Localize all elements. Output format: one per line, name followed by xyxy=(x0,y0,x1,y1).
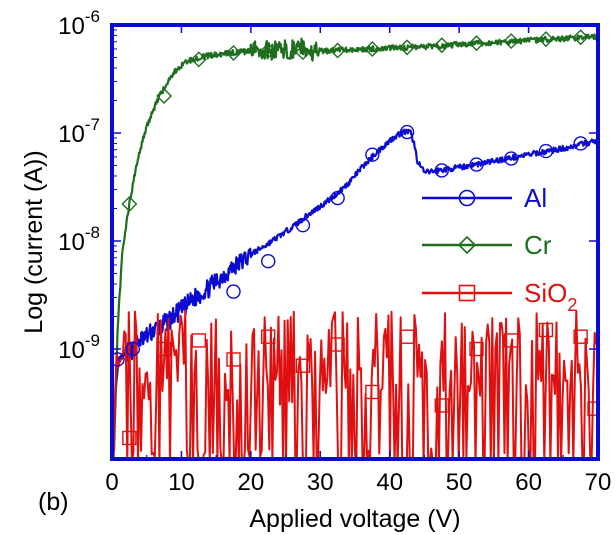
data-point-sio-0 xyxy=(122,430,137,446)
data-point-sio-2 xyxy=(191,333,206,348)
x-axis-label: Applied voltage (V) xyxy=(249,505,460,533)
data-point-al-8 xyxy=(434,163,449,178)
data-point-cr-12 xyxy=(537,31,554,48)
data-point-sio-1 xyxy=(156,341,172,357)
data-point-al-10 xyxy=(504,151,519,166)
panel-label: (b) xyxy=(38,488,69,516)
x-tick-label-3: 30 xyxy=(307,469,334,496)
y-axis-label: Log (current (A)) xyxy=(20,150,48,333)
data-point-cr-4 xyxy=(260,42,277,59)
data-point-al-11 xyxy=(538,143,554,159)
data-point-al-3 xyxy=(261,254,276,269)
data-point-sio-6 xyxy=(330,337,345,352)
x-tick-label-6: 60 xyxy=(515,469,542,496)
data-point-sio-13 xyxy=(573,329,588,344)
data-point-al-7 xyxy=(399,124,415,140)
data-point-sio-11 xyxy=(504,333,519,348)
data-point-al-6 xyxy=(365,147,380,162)
x-tick-label-7: 70 xyxy=(585,469,612,496)
data-point-cr-13 xyxy=(572,29,589,46)
data-point-cr-6 xyxy=(329,42,346,59)
data-point-sio-12 xyxy=(538,322,554,338)
data-point-al-5 xyxy=(330,190,345,206)
x-axis-ticks: 0 10 20 30 40 50 60 70 xyxy=(105,25,611,496)
x-tick-label-0: 0 xyxy=(105,469,118,496)
legend: Al Cr SiO2 xyxy=(422,183,577,315)
marker-layer xyxy=(112,29,598,446)
data-point-sio-10 xyxy=(469,341,484,357)
y-axis-ticks: 10-6 10-7 10-8 10-9 xyxy=(58,7,598,364)
y-tick-label-0: 10-6 xyxy=(58,7,100,40)
x-tick-label-5: 50 xyxy=(446,469,473,496)
x-tick-label-2: 20 xyxy=(238,469,265,496)
data-point-cr-8 xyxy=(399,39,416,56)
data-point-cr-1 xyxy=(156,88,173,105)
data-point-al-9 xyxy=(469,157,484,172)
data-point-cr-11 xyxy=(503,33,520,50)
legend-marker-sio xyxy=(458,284,476,302)
legend-marker-al xyxy=(458,189,476,207)
legend-label-cr: Cr xyxy=(524,230,552,260)
x-tick-label-4: 40 xyxy=(376,469,403,496)
data-point-cr-5 xyxy=(294,44,311,61)
x-tick-label-1: 10 xyxy=(168,469,195,496)
data-point-sio-4 xyxy=(261,329,276,344)
legend-label-al: Al xyxy=(524,183,547,213)
y-tick-label-3: 10-9 xyxy=(58,331,100,364)
data-point-al-2 xyxy=(226,284,241,299)
y-tick-label-1: 10-7 xyxy=(58,115,100,148)
data-point-sio-14 xyxy=(587,401,598,416)
data-point-al-12 xyxy=(573,136,588,151)
data-point-sio-8 xyxy=(399,329,415,344)
legend-marker-cr xyxy=(457,235,477,255)
legend-label-sio: SiO2 xyxy=(524,278,577,315)
y-tick-label-2: 10-8 xyxy=(58,223,100,256)
data-point-cr-7 xyxy=(364,40,381,57)
data-point-al-1 xyxy=(125,341,141,357)
data-point-cr-10 xyxy=(468,35,485,52)
data-point-sio-3 xyxy=(226,352,241,367)
series-line-sio xyxy=(112,309,598,459)
data-point-cr-9 xyxy=(433,37,450,54)
data-point-al-0 xyxy=(112,352,125,367)
data-point-al-4 xyxy=(295,218,311,233)
data-point-cr-3 xyxy=(225,45,242,62)
data-point-sio-7 xyxy=(365,384,380,400)
data-point-sio-9 xyxy=(434,398,449,413)
data-point-sio-5 xyxy=(295,358,311,373)
data-point-cr-0 xyxy=(121,196,138,213)
data-point-cr-2 xyxy=(190,51,207,68)
